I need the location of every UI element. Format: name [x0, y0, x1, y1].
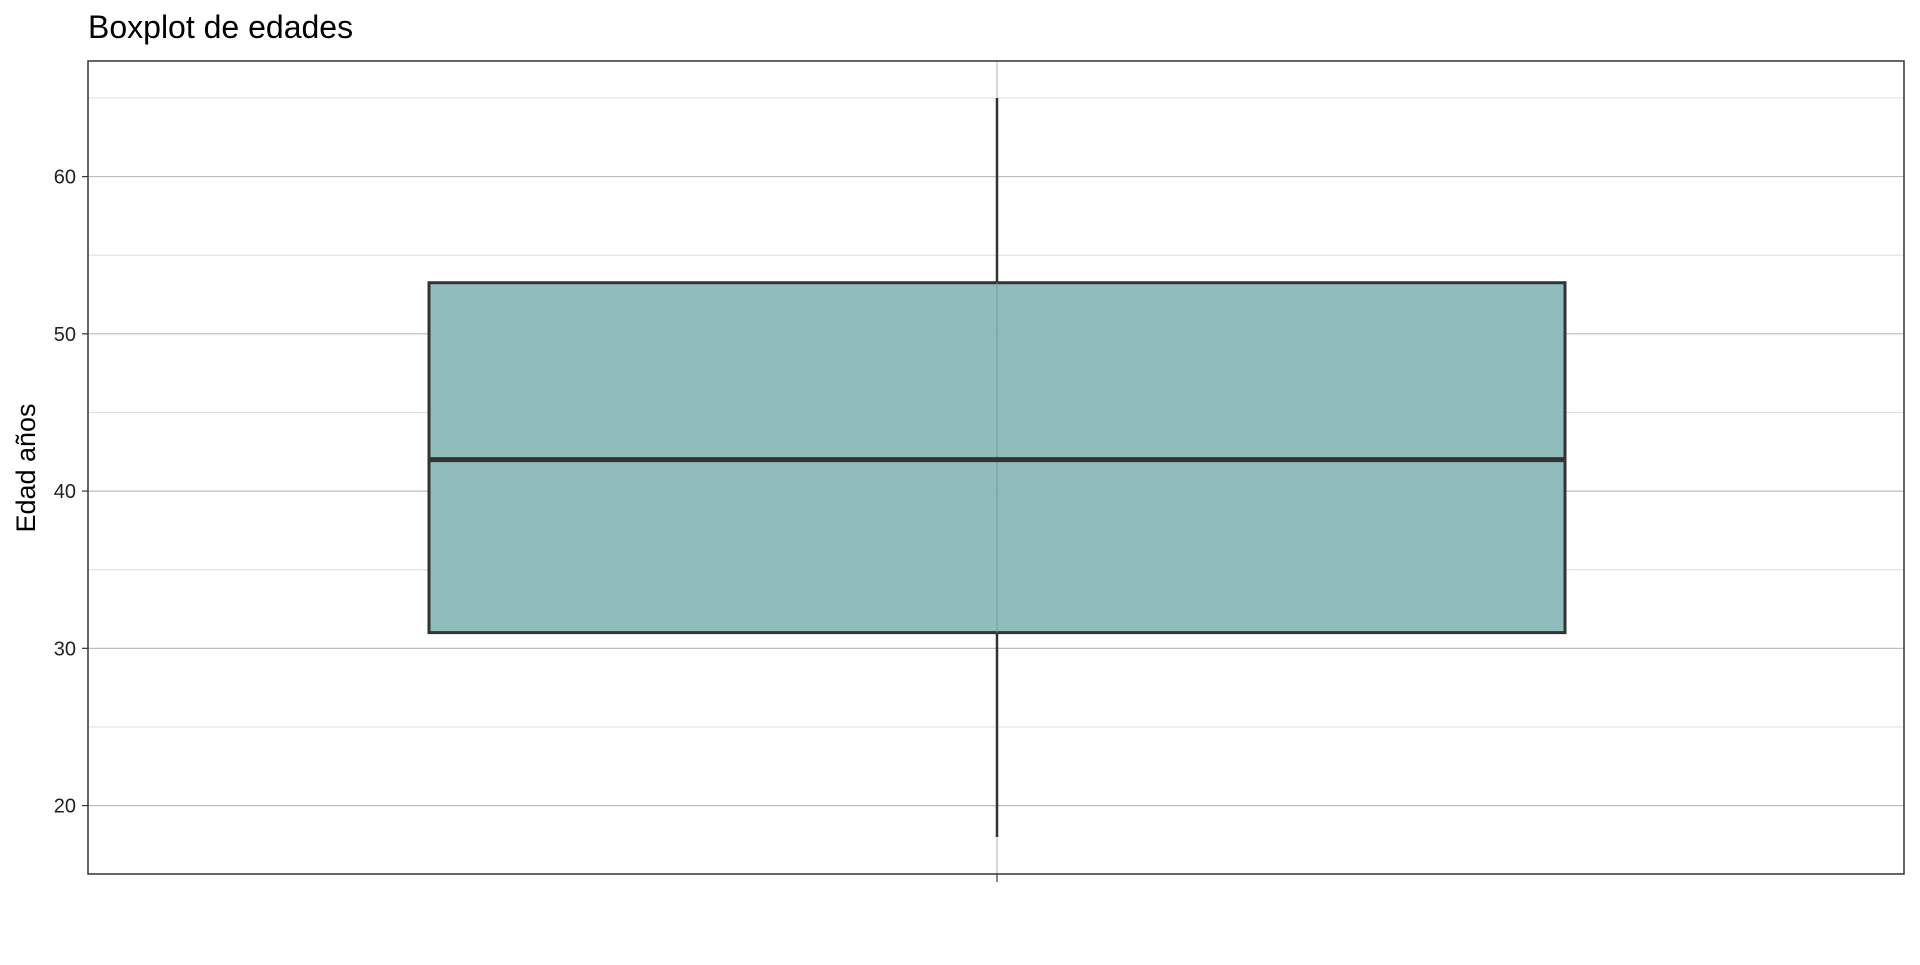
y-tick-label: 60 [54, 167, 76, 189]
y-tick-label: 50 [54, 324, 76, 346]
chart-title: Boxplot de edades [88, 9, 353, 45]
y-axis-label: Edad años [11, 403, 41, 532]
y-axis-ticks: 20 30 40 50 60 [54, 167, 998, 882]
panel-border [87, 60, 1905, 875]
y-tick-label: 30 [54, 638, 76, 660]
y-tick-label: 40 [54, 481, 76, 503]
box-marks [427, 97, 1567, 838]
y-tick-label: 20 [54, 796, 76, 818]
